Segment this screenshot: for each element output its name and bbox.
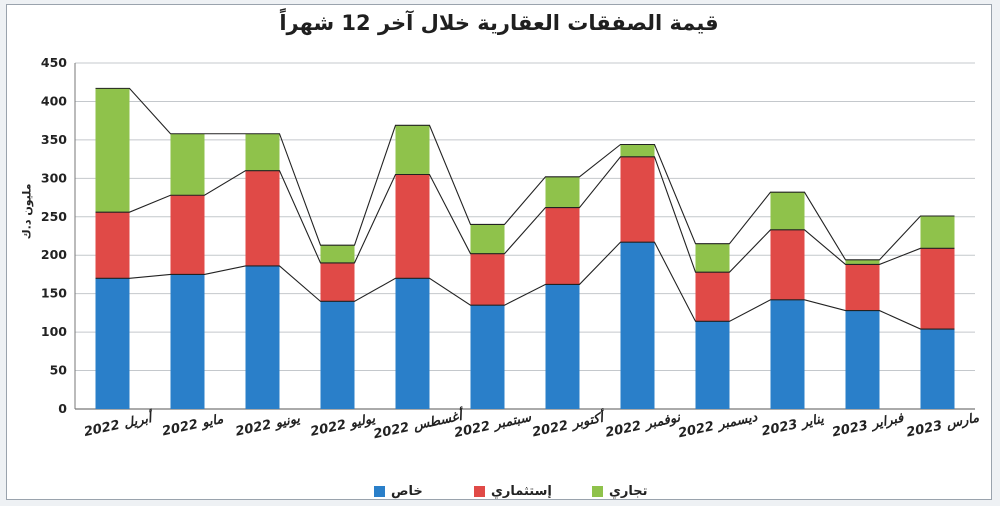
bar-segment [95,278,130,409]
legend-label-commercial: تجاري [609,483,648,499]
bar-segment [320,245,355,263]
bars [95,88,955,409]
legend-item-investment: إستثماري [474,483,552,499]
y-tick-label: 50 [50,363,68,378]
x-tick-label: مارس 2023 [905,411,980,441]
bar-segment [695,243,730,273]
bar-segment [545,207,580,285]
bar-segment [245,133,280,171]
x-tick-label: يناير 2023 [760,412,825,440]
bar-segment [620,242,655,409]
bar-segment [845,259,880,265]
cumulative-lines [95,87,955,330]
y-tick-label: 300 [41,170,67,185]
x-tick-labels: أبريل 2022 مايو 2022 يونيو 2022 يوليو 2022أ… [82,405,980,442]
x-tick-label: يونيو 2022 [234,411,301,439]
legend-swatch-investment [474,485,485,497]
bar-segment [320,301,355,409]
bar-segment [920,248,955,330]
y-tick-label: 250 [41,209,67,224]
bar-segment [620,144,655,157]
x-tick-label: مايو 2022 [161,412,225,440]
series-line [95,241,955,330]
bar-segment [245,170,280,266]
x-tick-label: أبريل 2022 [82,407,156,440]
bar-segment [770,229,805,300]
y-tick-label: 400 [41,93,67,108]
bar-segment [920,329,955,409]
y-tick-label: 100 [41,324,67,339]
y-tick-label: 200 [41,247,67,262]
bar-segment [545,284,580,409]
x-tick-label: أغسطس 2022 [372,405,467,442]
bar-segment [470,253,505,306]
y-tick-label: 150 [41,286,67,301]
bar-segment [470,305,505,409]
legend-item-commercial: تجاري [592,483,648,499]
bar-segment [770,299,805,409]
chart-title: قيمة الصفقات العقارية خلال آخر 12 شهراً [279,11,719,35]
legend-label-private: خاص [391,483,423,499]
bar-segment [170,274,205,409]
legend-label-investment: إستثماري [491,483,552,499]
bar-segment [395,174,430,279]
bar-segment [470,224,505,254]
bar-segment [170,133,205,196]
bar-segment [395,278,430,409]
legend-swatch-private [374,485,385,497]
bar-segment [620,156,655,243]
gridlines [74,62,975,410]
bar-segment [395,125,430,175]
bar-segment [770,192,805,230]
series-line [95,87,955,261]
x-tick-label: سبتمبر 2022 [453,410,534,441]
bar-segment [95,212,130,279]
y-tick-labels: 0 50 100 150 200 250 300 350 400 450 [41,55,67,416]
y-tick-label: 0 [58,401,67,416]
series-line [95,156,955,273]
bar-segment [545,176,580,208]
y-tick-label: 350 [41,132,67,147]
bar-segment [170,195,205,275]
x-tick-label: فبراير 2023 [831,411,906,441]
x-tick-label: ديسمبر 2022 [677,410,760,442]
x-tick-label: نوفمبر 2022 [604,410,683,441]
y-tick-label: 450 [41,55,67,70]
bar-segment [845,264,880,311]
x-tick-label: أكتوبر 2022 [530,407,607,440]
chart-frame: قيمة الصفقات العقارية خلال آخر 12 شهراً … [6,4,992,500]
bar-segment [320,262,355,302]
bar-segment [695,272,730,322]
legend-swatch-commercial [592,485,603,497]
bar-segment [695,321,730,409]
legend-item-private: خاص [374,483,423,499]
bar-segment [245,265,280,409]
bar-segment [920,216,955,249]
bar-segment [95,88,130,213]
x-tick-label: يوليو 2022 [309,411,377,439]
bar-segment [845,310,880,409]
